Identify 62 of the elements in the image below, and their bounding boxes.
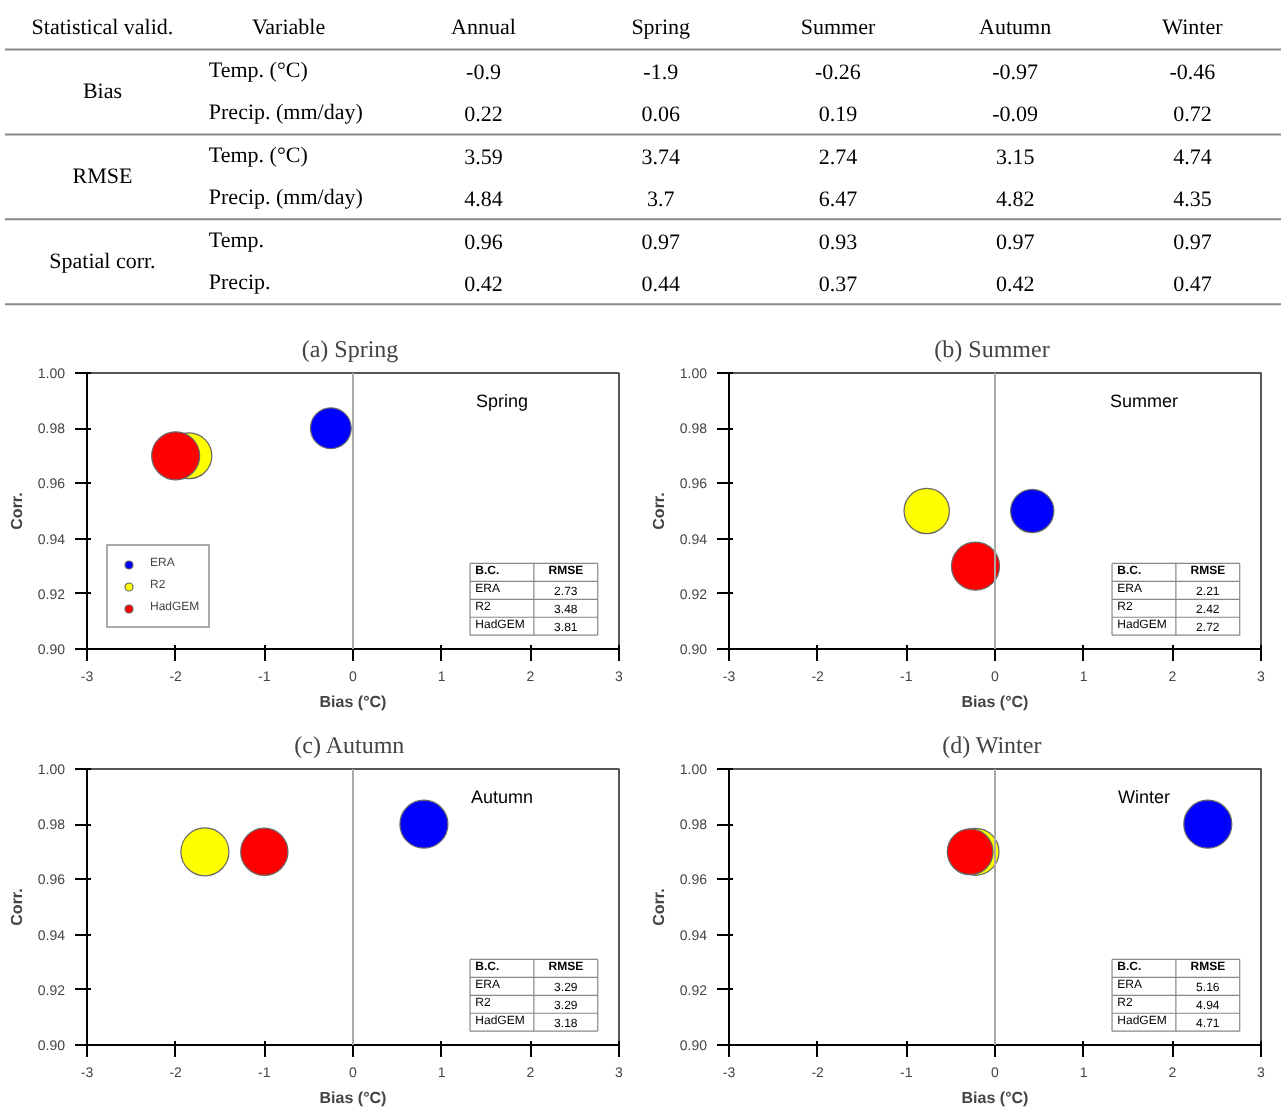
data-label: 0.97 [995, 230, 1036, 255]
data-label: 0.06 [641, 103, 681, 128]
x-tick-label: Winter [1162, 16, 1224, 41]
data-label: 3.15 [995, 145, 1036, 170]
y-tick-label: Precip. [208, 271, 272, 296]
data-label: 4.35 [1173, 188, 1213, 213]
x-axis-title: Bias (°C) [319, 693, 388, 711]
y-axis-title: Corr. [649, 888, 668, 926]
data-label: 0.97 [1173, 230, 1213, 255]
data-label: -0.09 [992, 103, 1040, 128]
data-label: -0.97 [992, 60, 1040, 85]
x-tick-label: Autumn [979, 16, 1053, 41]
x-axis-title: Bias (°C) [961, 1089, 1030, 1107]
data-label: 6.47 [818, 188, 859, 213]
data-label: 0.22 [464, 103, 503, 128]
text: Variable [251, 16, 326, 41]
y-tick-label: Precip. (mm/day) [208, 101, 364, 126]
data-label: -0.26 [815, 60, 862, 85]
data-label: -1.9 [643, 60, 680, 85]
y-tick-label: Precip. (mm/day) [208, 186, 364, 211]
data-label: 0.44 [641, 273, 681, 298]
chart-title: (a) Spring [301, 335, 399, 363]
data-label: 4.82 [995, 188, 1035, 213]
y-tick-label: Temp. (°C) [208, 58, 309, 83]
data-label: 2.74 [818, 145, 859, 170]
y-tick-label: Temp. (°C) [208, 143, 309, 168]
text: Spatial corr. [49, 249, 157, 274]
chart-title: (d) Winter [942, 731, 1042, 759]
data-label: 3.7 [646, 188, 676, 213]
data-label: 0.72 [1173, 103, 1212, 128]
data-label: 0.19 [818, 103, 859, 128]
x-axis-title: Bias (°C) [319, 1089, 388, 1107]
data-label: 0.47 [1173, 273, 1213, 298]
data-label: 4.74 [1173, 145, 1213, 170]
text: Statistical valid. [31, 16, 174, 41]
x-tick-label: Spring [631, 16, 692, 41]
y-tick-label: Temp. [208, 228, 265, 253]
data-label: 0.37 [818, 273, 859, 298]
data-label: -0.46 [1169, 60, 1217, 85]
data-label: 0.42 [464, 273, 503, 298]
y-axis-title: Corr. [7, 492, 26, 530]
data-label: 3.74 [641, 145, 681, 170]
x-axis-title: Bias (°C) [961, 693, 1030, 711]
data-label: 0.96 [464, 230, 504, 255]
text: RMSE [72, 164, 133, 189]
x-tick-label: Annual [451, 16, 516, 41]
text: Summer [1109, 390, 1178, 411]
text: Spring [475, 390, 528, 411]
y-axis-title: Corr. [649, 492, 668, 530]
text: Autumn [470, 786, 534, 807]
data-label: 0.97 [641, 230, 681, 255]
x-tick-label: Summer [800, 16, 876, 41]
data-label: 0.93 [818, 230, 859, 255]
data-label: 0.42 [995, 273, 1035, 298]
text: Bias [82, 80, 123, 105]
y-axis-title: Corr. [7, 888, 26, 926]
data-label: 4.84 [464, 188, 504, 213]
data-label: -0.9 [466, 60, 502, 85]
chart-title: (b) Summer [934, 335, 1050, 363]
chart-title: (c) Autumn [294, 731, 405, 759]
data-label: 3.59 [464, 145, 504, 170]
text: Winter [1117, 786, 1170, 807]
